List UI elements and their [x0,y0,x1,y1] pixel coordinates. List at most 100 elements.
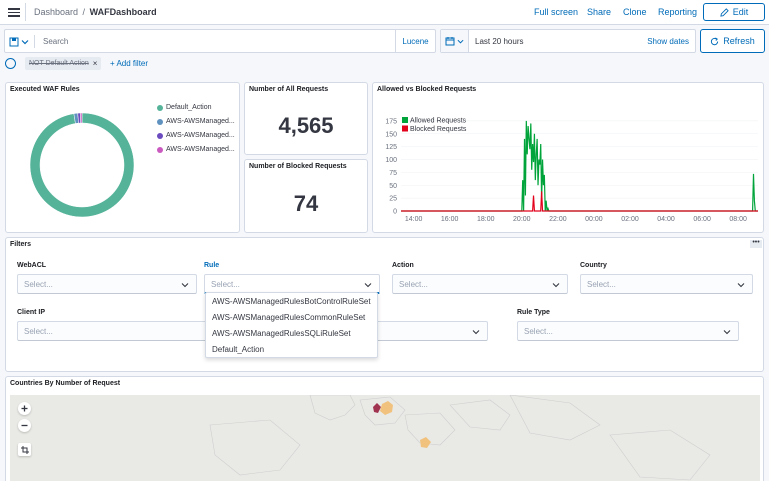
rule-dropdown-list: AWS-AWSManagedRulesBotControlRuleSet AWS… [205,292,378,358]
world-map[interactable] [10,395,760,481]
chevron-down-icon [472,330,480,335]
chevron-down-icon [364,283,372,288]
panel-title: Number of All Requests [249,86,329,93]
legend-dot [157,132,163,139]
x-tick-label: 04:00 [657,216,675,223]
panel-title: Executed WAF Rules [10,86,80,93]
legend-item[interactable]: AWS-AWSManaged... [157,146,235,153]
x-tick-label: 08:00 [729,216,747,223]
donut-chart [29,112,135,218]
close-icon[interactable]: × [92,59,98,68]
panel-title: Number of Blocked Requests [249,163,347,170]
rule-select[interactable]: Select... [204,274,380,294]
quick-menu-button[interactable] [441,30,469,52]
select-placeholder: Select... [211,280,240,289]
rule-type-select[interactable]: Select... [517,321,739,341]
search-input[interactable]: Search [43,37,69,46]
map-region [420,437,431,448]
calendar-icon [445,37,455,46]
refresh-button-label: Refresh [723,36,755,46]
chevron-down-icon [723,330,731,335]
dropdown-option[interactable]: AWS-AWSManagedRulesCommonRuleSet [212,313,366,322]
x-tick-label: 06:00 [693,216,711,223]
clone-link[interactable]: Clone [623,7,647,17]
legend-label[interactable]: Allowed Requests [410,118,467,125]
country-select[interactable]: Select... [580,274,753,294]
blocked-requests-panel: Number of Blocked Requests 74 [244,159,368,233]
filters-panel: Filters ••• WebACL Select... Rule Select… [5,237,764,372]
y-tick-label: 100 [385,157,397,164]
share-link[interactable]: Share [587,7,612,17]
y-tick-label: 150 [385,131,397,138]
select-placeholder: Select... [24,280,53,289]
add-filter-link[interactable]: + Add filter [110,59,149,68]
chevron-down-icon [737,283,745,288]
query-bar: Search Lucene Last 20 hours Show dates R… [0,29,769,54]
executed-waf-rules-panel: Executed WAF Rules Default_Action AWS-AWS… [5,82,240,233]
time-range-label[interactable]: Last 20 hours [475,37,524,46]
query-language-button[interactable]: Lucene [395,30,435,52]
dropdown-option[interactable]: AWS-AWSManagedRulesSQLiRuleSet [212,329,351,338]
x-tick-label: 14:00 [405,216,423,223]
breadcrumb-current: WAFDashboard [89,7,157,17]
filter-pill-label: NOT Default Action [29,60,89,67]
edit-button[interactable]: Edit [703,3,765,21]
panel-title: Allowed vs Blocked Requests [377,86,477,93]
x-tick-label: 20:00 [513,216,531,223]
plus-icon [21,405,28,412]
donut-slice[interactable] [29,112,135,218]
full-screen-link[interactable]: Full screen [534,7,579,17]
filter-options-icon[interactable] [5,58,16,69]
legend-item[interactable]: AWS-AWSManaged... [157,132,235,139]
legend-dot [157,118,163,125]
metric-value: 74 [293,191,319,216]
allowed-vs-blocked-panel: Allowed vs Blocked Requests 0 25 50 75 100 12… [372,82,764,233]
saved-query-button[interactable] [9,35,35,48]
minus-icon [21,424,28,427]
map-region [380,401,393,415]
select-placeholder: Select... [24,327,53,336]
donut-slice[interactable] [80,112,83,124]
x-tick-label: 18:00 [477,216,495,223]
legend-swatch [402,125,408,132]
panel-options-icon[interactable]: ••• [750,239,762,248]
rule-label: Rule [204,262,220,269]
top-navigation-bar: Dashboard / WAFDashboard Full screen Sha… [0,0,769,25]
panel-title: Filters [10,241,32,248]
webacl-label: WebACL [17,262,47,269]
save-icon [9,37,19,46]
hamburger-menu-icon[interactable] [8,6,20,18]
select-placeholder: Select... [399,280,428,289]
fit-bounds-button[interactable] [18,443,31,456]
action-label: Action [392,262,414,269]
breadcrumb-dashboard[interactable]: Dashboard [34,7,79,17]
map-region-high [373,403,381,413]
action-select[interactable]: Select... [392,274,568,294]
select-placeholder: Select... [524,327,553,336]
legend-item[interactable]: Default_Action [157,104,212,111]
legend-dot [157,104,163,111]
dropdown-option[interactable]: AWS-AWSManagedRulesBotControlRuleSet [212,297,371,306]
y-tick-label: 25 [389,196,397,203]
filter-bar: NOT Default Action × + Add filter [0,55,769,71]
reporting-link[interactable]: Reporting [658,7,698,17]
refresh-button[interactable]: Refresh [700,29,765,53]
legend-label[interactable]: Blocked Requests [410,126,467,133]
y-tick-label: 175 [385,118,397,125]
chevron-down-icon [552,283,560,288]
panel-title: Countries By Number of Request [10,380,121,387]
legend-dot [157,146,163,153]
filter-pill[interactable]: NOT Default Action × [25,57,102,70]
zoom-out-button[interactable] [18,419,31,432]
zoom-in-button[interactable] [18,402,31,415]
webacl-select[interactable]: Select... [17,274,197,294]
x-tick-label: 22:00 [549,216,567,223]
legend-item[interactable]: AWS-AWSManaged... [157,118,235,125]
show-dates-link[interactable]: Show dates [647,37,689,46]
x-tick-label: 16:00 [441,216,459,223]
pencil-icon [720,7,729,17]
dropdown-option[interactable]: Default_Action [212,345,265,354]
y-tick-label: 0 [393,209,397,216]
line-chart: 0 25 50 75 100 125 150 175 14:00 16:00 18:00 20:00 2… [385,117,758,223]
y-tick-label: 50 [389,183,397,190]
